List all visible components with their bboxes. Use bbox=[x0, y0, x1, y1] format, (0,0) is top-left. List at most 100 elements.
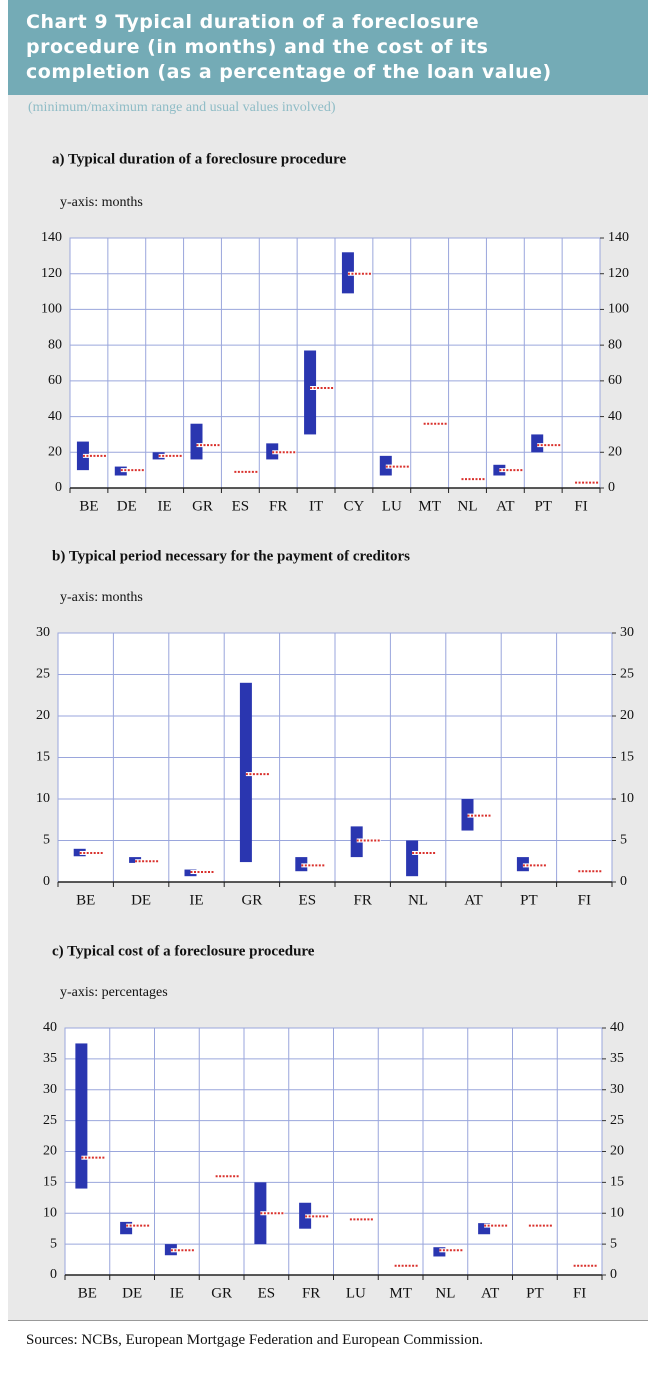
x-tick-label: DE bbox=[117, 498, 137, 514]
x-tick-label: IT bbox=[309, 498, 323, 514]
subchart-title: a) Typical duration of a foreclosure pro… bbox=[52, 151, 346, 167]
y-tick-label: 120 bbox=[41, 266, 62, 281]
y-tick-label: 80 bbox=[48, 337, 62, 352]
x-tick-label: PT bbox=[534, 498, 552, 514]
y-tick-label: 0 bbox=[55, 480, 62, 495]
y2-tick-label: 20 bbox=[610, 1144, 624, 1159]
y2-tick-label: 0 bbox=[620, 874, 627, 889]
y2-tick-label: 40 bbox=[608, 409, 622, 424]
x-tick-label: CY bbox=[344, 498, 365, 514]
y2-tick-label: 35 bbox=[610, 1051, 624, 1066]
x-tick-label: AT bbox=[481, 1285, 499, 1301]
y-tick-label: 10 bbox=[43, 1205, 57, 1220]
x-tick-label: PT bbox=[520, 892, 538, 908]
x-tick-label: IE bbox=[170, 1285, 184, 1301]
y-tick-label: 20 bbox=[36, 708, 50, 723]
y-tick-label: 30 bbox=[36, 625, 50, 640]
x-tick-label: DE bbox=[131, 892, 151, 908]
rule bbox=[8, 1320, 648, 1321]
y2-tick-label: 40 bbox=[610, 1020, 624, 1035]
y-tick-label: 100 bbox=[41, 302, 62, 317]
x-tick-label: NL bbox=[458, 498, 478, 514]
y2-tick-label: 10 bbox=[620, 791, 634, 806]
y2-tick-label: 10 bbox=[610, 1205, 624, 1220]
x-tick-label: NL bbox=[408, 892, 428, 908]
x-tick-label: BE bbox=[78, 1285, 97, 1301]
range-bar bbox=[190, 423, 203, 460]
x-tick-label: ES bbox=[258, 1285, 276, 1301]
y2-tick-label: 0 bbox=[610, 1267, 617, 1282]
x-tick-label: MT bbox=[389, 1285, 412, 1301]
y2-tick-label: 15 bbox=[610, 1175, 624, 1190]
y2-tick-label: 5 bbox=[620, 833, 627, 848]
range-bar bbox=[75, 1043, 88, 1189]
x-tick-label: MT bbox=[418, 498, 441, 514]
y2-tick-label: 30 bbox=[610, 1082, 624, 1097]
subtitle: (minimum/maximum range and usual values … bbox=[28, 100, 336, 115]
y-tick-label: 15 bbox=[43, 1175, 57, 1190]
y2-tick-label: 20 bbox=[608, 445, 622, 460]
x-tick-label: FR bbox=[354, 892, 372, 908]
y2-tick-label: 0 bbox=[608, 480, 615, 495]
y-tick-label: 10 bbox=[36, 791, 50, 806]
x-tick-label: GR bbox=[192, 498, 213, 514]
title-line: completion (as a percentage of the loan … bbox=[26, 61, 552, 83]
y2-tick-label: 5 bbox=[610, 1236, 617, 1251]
x-tick-label: ES bbox=[232, 498, 250, 514]
x-tick-label: GR bbox=[241, 892, 262, 908]
y2-tick-label: 15 bbox=[620, 750, 634, 765]
y-tick-label: 0 bbox=[50, 1267, 57, 1282]
y-tick-label: 35 bbox=[43, 1051, 57, 1066]
y2-tick-label: 25 bbox=[620, 667, 634, 682]
range-bar bbox=[478, 1223, 491, 1235]
x-tick-label: FI bbox=[573, 1285, 586, 1301]
y-tick-label: 5 bbox=[43, 833, 50, 848]
source: Sources: NCBs, European Mortgage Federat… bbox=[26, 1332, 484, 1348]
x-tick-label: LU bbox=[382, 498, 402, 514]
charts: a) Typical duration of a foreclosure pro… bbox=[36, 151, 634, 1301]
y2-tick-label: 120 bbox=[608, 266, 629, 281]
subchart-title: c) Typical cost of a foreclosure procedu… bbox=[52, 943, 315, 959]
y-tick-label: 5 bbox=[50, 1236, 57, 1251]
range-bar bbox=[406, 840, 419, 877]
x-tick-label: IE bbox=[189, 892, 203, 908]
y2-tick-label: 80 bbox=[608, 337, 622, 352]
x-tick-label: FI bbox=[574, 498, 587, 514]
range-bar bbox=[304, 350, 317, 435]
x-tick-label: AT bbox=[464, 892, 482, 908]
y-axis-label: y-axis: percentages bbox=[60, 985, 168, 1000]
x-tick-label: PT bbox=[526, 1285, 544, 1301]
y-tick-label: 60 bbox=[48, 373, 62, 388]
y2-tick-label: 140 bbox=[608, 230, 629, 245]
x-tick-label: BE bbox=[79, 498, 98, 514]
y-tick-label: 15 bbox=[36, 750, 50, 765]
subchart-title: b) Typical period necessary for the paym… bbox=[52, 548, 410, 564]
x-tick-label: IE bbox=[158, 498, 172, 514]
x-tick-label: GR bbox=[211, 1285, 232, 1301]
y-tick-label: 20 bbox=[48, 445, 62, 460]
y2-tick-label: 30 bbox=[620, 625, 634, 640]
header: Chart 9 Typical duration of a foreclosur… bbox=[8, 0, 648, 95]
x-tick-label: FR bbox=[269, 498, 287, 514]
x-tick-label: NL bbox=[435, 1285, 455, 1301]
y-tick-label: 0 bbox=[43, 874, 50, 889]
y-tick-label: 40 bbox=[48, 409, 62, 424]
y-tick-label: 140 bbox=[41, 230, 62, 245]
y2-tick-label: 60 bbox=[608, 373, 622, 388]
x-tick-label: FR bbox=[302, 1285, 320, 1301]
y2-tick-label: 25 bbox=[610, 1113, 624, 1128]
title-line: Chart 9 Typical duration of a foreclosur… bbox=[26, 11, 480, 33]
title-line: procedure (in months) and the cost of it… bbox=[26, 36, 489, 58]
y2-tick-label: 100 bbox=[608, 302, 629, 317]
y-axis-label: y-axis: months bbox=[60, 590, 143, 605]
y-axis-label: y-axis: months bbox=[60, 195, 143, 210]
y-tick-label: 30 bbox=[43, 1082, 57, 1097]
y-tick-label: 25 bbox=[43, 1113, 57, 1128]
x-tick-label: LU bbox=[346, 1285, 366, 1301]
x-tick-label: AT bbox=[496, 498, 514, 514]
y-tick-label: 40 bbox=[43, 1020, 57, 1035]
x-tick-label: FI bbox=[578, 892, 591, 908]
y-tick-label: 25 bbox=[36, 667, 50, 682]
x-tick-label: DE bbox=[122, 1285, 142, 1301]
